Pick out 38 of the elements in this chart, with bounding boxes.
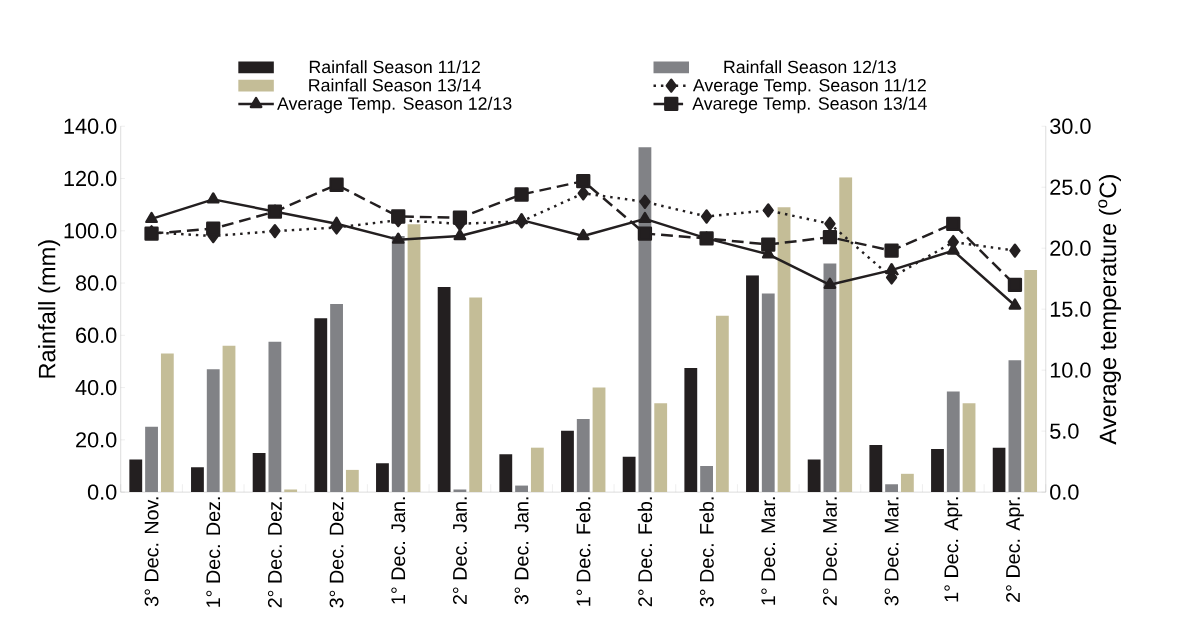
y2-tick-label: 30.0	[1050, 118, 1091, 134]
x-tick-label: 1° Dec. Apr.	[944, 497, 963, 602]
y-tick-label: 120.0	[64, 170, 117, 187]
legend-label: Average Temp. Season 11/12	[692, 78, 926, 95]
x-tick-label: 2° Dec. Apr.	[1006, 497, 1024, 602]
legend-label: Avarege Temp. Season 13/14	[692, 96, 927, 114]
y-axis-title: Rainfall (mm)	[38, 240, 61, 378]
x-tick-label: 2° Dec. Jan.	[452, 497, 467, 605]
y2-tick-label: 10.0	[1050, 362, 1091, 378]
x-tick-label: 3° Dec. Dez.	[329, 497, 344, 608]
y2-tick-label: 0.0	[1050, 484, 1079, 500]
x-tick-label: 3° Dec. Mar.	[884, 497, 899, 606]
y-tick-label: 60.0	[76, 327, 117, 343]
y-tick-label: 0.0	[87, 484, 117, 500]
legend-label: Rainfall Season 12/13	[724, 60, 896, 74]
y-tick-label: 140.0	[64, 118, 117, 134]
y-tick-label: 20.0	[76, 432, 117, 448]
y-tick-label: 80.0	[75, 275, 117, 291]
y2-axis-title: Average temperature ($^{o}$C)	[1098, 175, 1121, 445]
y2-tick-label: 25.0	[1050, 179, 1091, 195]
x-tick-label: 1° Dec. Feb.	[576, 497, 591, 606]
legend-label: Rainfall Season 13/14	[309, 78, 481, 92]
x-tick-label: 1° Dec. Dez.	[206, 497, 221, 607]
x-tick-label: 2° Dec. Mar.	[822, 497, 837, 606]
y-tick-label: 40.0	[75, 379, 117, 396]
x-tick-label: 3° Dec. Jan.	[514, 497, 529, 605]
y2-tick-label: 15.0	[1050, 301, 1091, 317]
x-tick-label: 2° Dec. Feb.	[637, 497, 653, 607]
x-tick-label: 1° Dec. Mar.	[761, 497, 776, 605]
y-tick-label: 100.0	[64, 223, 117, 239]
y2-tick-label: 5.0	[1050, 423, 1079, 439]
x-tick-label: 1° Dec. Jan.	[391, 497, 406, 604]
x-tick-label: 3° Dec. Feb.	[699, 497, 714, 607]
legend-label: Average Temp. Season 12/13	[277, 96, 512, 114]
y2-tick-label: 20.0	[1050, 240, 1091, 256]
legend-label: Rainfall Season 11/12	[309, 60, 480, 74]
x-tick-label: 2° Dec. Dez.	[267, 497, 282, 608]
x-tick-label: 3° Dec. Nov.	[144, 497, 159, 607]
